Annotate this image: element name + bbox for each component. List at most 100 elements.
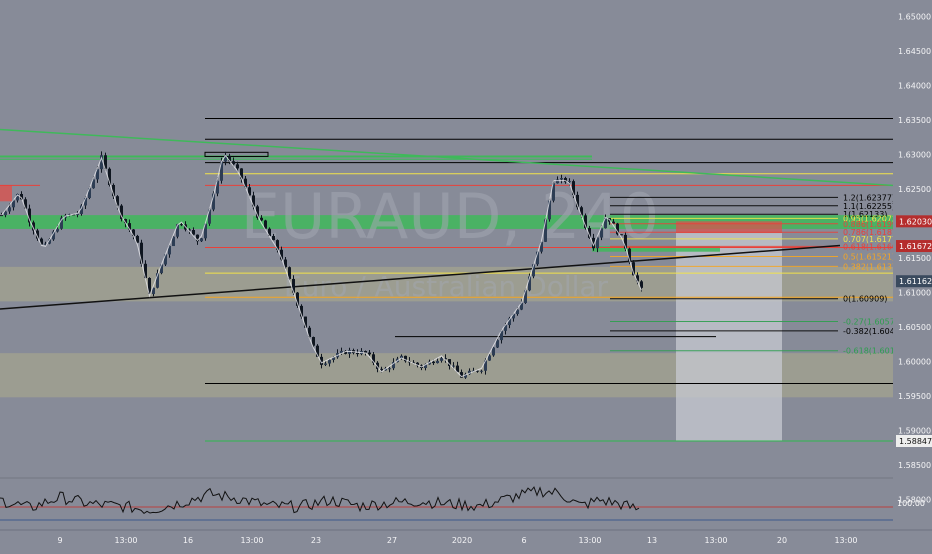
candle-body [320,356,323,365]
candle-body [376,362,379,369]
candle-body [84,198,87,206]
candle-body [96,169,99,180]
candle-body [416,362,419,366]
candle-body [516,309,519,314]
candle-body [240,168,243,179]
time-tick-label: 13:00 [240,536,263,545]
price-labels: 1.62030 1.61672 1.61162 1.58847 [896,215,932,447]
candle-body [328,359,331,364]
candle-body [244,178,247,188]
candle-body [24,199,27,209]
range-rectangle-outline[interactable] [204,151,269,157]
candle-body [124,219,127,224]
candle-body [8,207,11,212]
candle-body [232,161,235,165]
price-label-background [896,275,932,288]
candle-body [196,234,199,242]
candle-body [620,234,623,236]
candle-body [100,155,103,170]
candle-body [44,243,47,245]
fib-label: -0.618(1.60155) [843,347,908,356]
price-tick-label: 1.61500 [898,254,931,263]
candle-body [300,305,303,317]
time-axis[interactable]: 9 13:00 16 13:00 23 27 2020 6 13:00 13 13:00 20 13:0… [0,529,932,545]
candle-body [540,241,543,252]
candle-body [316,345,319,357]
candle-body [256,206,259,218]
candle-body [524,290,527,303]
candle-body [344,350,347,354]
price-axis[interactable]: 1.65000 1.64500 1.64000 1.63500 1.63000 1.625… [893,0,932,512]
candle-body [560,178,563,180]
trendlines-layer [0,128,894,310]
candle-body [308,327,311,338]
price-label-background [896,240,932,253]
price-label-text: 1.61672 [899,242,932,251]
candle-body [332,357,335,360]
candle-body [432,361,435,364]
candle-body [176,224,179,237]
candle-body [132,229,135,236]
candle-body [548,200,551,220]
time-tick-label: 9 [57,536,62,545]
candle-body [276,240,279,250]
candle-body [60,217,63,229]
black-ascending-trendline[interactable] [0,244,841,310]
candle-body [480,370,483,372]
candle-body [448,359,451,367]
price-tick-label: 1.64500 [898,47,931,56]
candle-body [272,236,275,241]
horizontal-lines-layer [205,117,893,442]
price-tick-label: 1.60500 [898,323,931,332]
candle-body [248,187,251,196]
candle-body [636,275,639,282]
candle-body [76,213,79,215]
price-tick-label: 1.62500 [898,185,931,194]
candle-body [364,351,367,353]
candle-body [632,262,635,276]
fib-labels-layer: 1.2(1.62377)1.1(1.62255)1(1.62133)0.95(1… [843,193,908,355]
short-position-target-zone [676,233,782,442]
time-tick-label: 13:00 [704,536,727,545]
time-tick-label: 20 [777,536,787,545]
candle-body [568,181,571,183]
oscillator-line [0,486,640,515]
candle-body [392,362,395,369]
candle-body [152,287,155,295]
candle-body [572,181,575,195]
candle-body [228,155,231,162]
candle-body [348,350,351,354]
price-ticks: 1.65000 1.64500 1.64000 1.63500 1.63000 1.625… [898,12,931,504]
candle-body [120,205,123,220]
candle-body [52,231,55,240]
candle-body [528,276,531,291]
time-tick-label: 6 [521,536,526,545]
candle-body [552,183,555,201]
price-tick-label: 1.63000 [898,150,931,159]
candle-body [172,236,175,247]
candle-body [200,238,203,242]
fib-label: 1(1.62133) [843,210,887,219]
candle-body [216,180,219,194]
green-descending-trendline[interactable] [0,128,894,187]
moving-average-line [1,154,642,378]
candle-body [564,178,567,183]
candle-body [544,219,547,242]
candle-body [156,273,159,288]
time-tick-label: 13:00 [578,536,601,545]
candle-body [108,168,111,185]
price-label-background [896,215,932,228]
candle-body [168,246,171,255]
candle-body [600,228,603,238]
candle-body [576,194,579,208]
price-label-box: 1.61162 [896,275,932,288]
price-label-text: 1.62030 [899,217,932,226]
oscillator-panel: 100.00 [0,477,925,521]
candle-body [628,248,631,263]
price-tick-label: 1.64000 [898,81,931,90]
fib-label: 0.886(1.61994) [843,220,905,229]
candle-body [136,235,139,243]
price-tick-label: 1.58000 [898,495,931,504]
candle-body [340,350,343,354]
